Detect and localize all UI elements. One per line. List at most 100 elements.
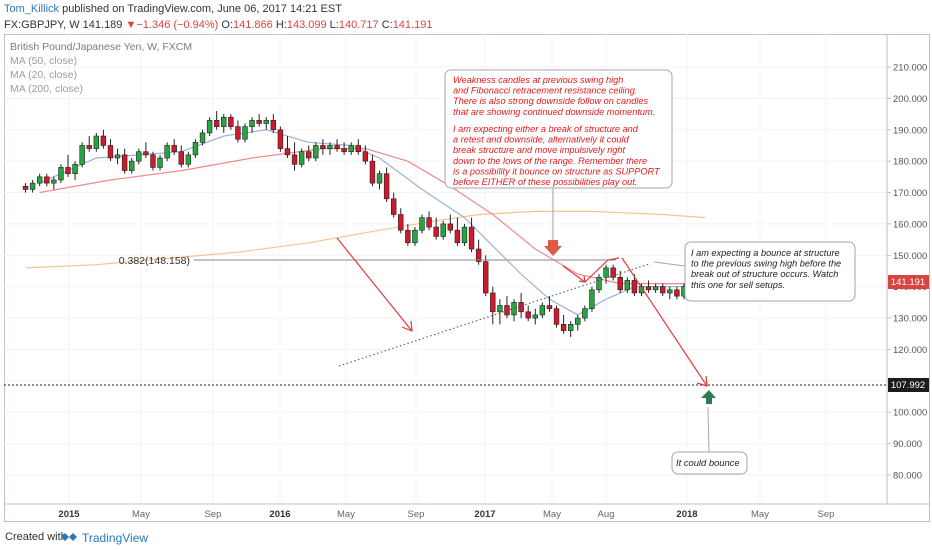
x-tick-label: May — [751, 509, 769, 520]
change-value: −1.346 (−0.94%) — [136, 19, 219, 31]
candle — [645, 280, 652, 293]
candle-body — [447, 223, 454, 231]
x-tick-label: 2016 — [269, 509, 290, 520]
candle-body — [51, 179, 57, 184]
candle — [65, 154, 71, 177]
down-arrow-1 — [336, 237, 413, 332]
candle-body — [426, 217, 432, 228]
candle-body — [560, 324, 567, 331]
candle — [129, 158, 135, 174]
candle-body — [192, 142, 199, 156]
candle — [249, 117, 255, 133]
candle-body — [355, 145, 361, 153]
close-label: C: — [381, 19, 393, 31]
candle — [398, 208, 404, 234]
candle-body — [376, 173, 383, 184]
published-text: published on TradingView.com, June 06, 2… — [59, 3, 342, 15]
candle — [150, 151, 156, 171]
candle-body — [129, 160, 135, 171]
annotation-2-line: break out of structure occurs. Watch — [691, 269, 838, 279]
candle-body — [121, 154, 128, 171]
candle — [652, 283, 659, 293]
candle-body — [525, 311, 531, 319]
candle — [412, 227, 418, 246]
candle-body — [79, 145, 85, 165]
y-tick-label: 150.000 — [893, 251, 927, 262]
low-label: L: — [329, 19, 339, 31]
open-label: O: — [221, 19, 234, 31]
candle — [178, 145, 184, 168]
projection-arrows — [336, 237, 708, 387]
candle — [419, 214, 425, 234]
candle-body — [114, 154, 121, 159]
candle — [674, 286, 680, 300]
annotation-box-3[interactable] — [671, 451, 748, 475]
candle-body — [65, 167, 71, 175]
candle-body — [652, 286, 659, 291]
trendline — [338, 263, 650, 367]
candle-body — [306, 151, 312, 159]
candle — [603, 264, 609, 284]
annotation-1-line: There is also strong downside follow on … — [453, 96, 648, 106]
candle — [263, 117, 269, 130]
candle — [426, 211, 432, 231]
candle-body — [610, 267, 616, 278]
candle-body — [185, 154, 192, 165]
candle-body — [178, 151, 184, 165]
candle — [461, 223, 468, 246]
candle-body — [603, 267, 609, 278]
candle-body — [539, 305, 546, 316]
candle-body — [645, 286, 652, 291]
annotation-box-2[interactable] — [684, 241, 856, 302]
y-tick-label: 170.000 — [893, 188, 927, 199]
annotation-2-line: this one for sell setups. — [691, 280, 785, 290]
tradingview-brand-link[interactable]: TradingView — [82, 531, 149, 545]
created-with-text: Created with — [5, 531, 67, 543]
author-link[interactable]: Tom_Killick — [4, 3, 60, 15]
candle-body — [483, 261, 489, 294]
y-tick-label: 100.000 — [893, 408, 927, 419]
candle-body — [398, 214, 404, 231]
candle — [468, 217, 475, 253]
candle — [376, 170, 383, 190]
x-tick-label: Sep — [408, 509, 425, 520]
candle — [121, 148, 128, 174]
legend-ma20: MA (20, close) — [10, 69, 77, 81]
legend-ma200: MA (200, close) — [10, 83, 83, 95]
candle — [539, 302, 546, 319]
candle-body — [235, 126, 241, 140]
annotation-1-line: break structure and move impulsively rig… — [453, 145, 626, 155]
candle-body — [518, 302, 524, 313]
candle — [36, 173, 43, 187]
y-tick-label: 130.000 — [893, 314, 927, 325]
candle-body — [617, 276, 623, 291]
down-arrow-icon — [544, 240, 562, 256]
annotation-2-line: I am expecting a bounce at structure — [691, 248, 840, 258]
drawings: 0.382(148.158) Weakness candles at previ… — [4, 69, 887, 475]
grid — [4, 34, 887, 504]
candle — [199, 129, 206, 146]
candle-body — [390, 198, 397, 215]
annotation-box-1[interactable] — [444, 69, 673, 189]
price-chart[interactable]: British Pound/Japanese Yen, W, FXCM MA (… — [4, 34, 930, 522]
candle-body — [171, 145, 177, 153]
candle — [93, 132, 100, 152]
candle — [433, 217, 439, 240]
x-tick-label: Sep — [818, 509, 835, 520]
ohlc-line: FX:GBPJPY, W 141.189 ▼−1.346 (−0.94%) O:… — [4, 18, 432, 33]
candle-body — [284, 148, 291, 156]
candle — [660, 283, 666, 297]
candle-body — [100, 135, 107, 146]
candle-body — [143, 151, 149, 156]
down-arrow-2 — [621, 257, 708, 387]
candle-body — [674, 289, 680, 297]
annotation-box-3-text: It could bounce — [676, 457, 740, 468]
candle — [270, 114, 277, 133]
candle — [546, 296, 553, 312]
candle — [667, 286, 673, 300]
annotation-1-line: a retest and downside, alternatively it … — [453, 135, 630, 145]
candle — [44, 173, 50, 187]
high-label: H: — [275, 19, 287, 31]
candle — [553, 305, 560, 328]
